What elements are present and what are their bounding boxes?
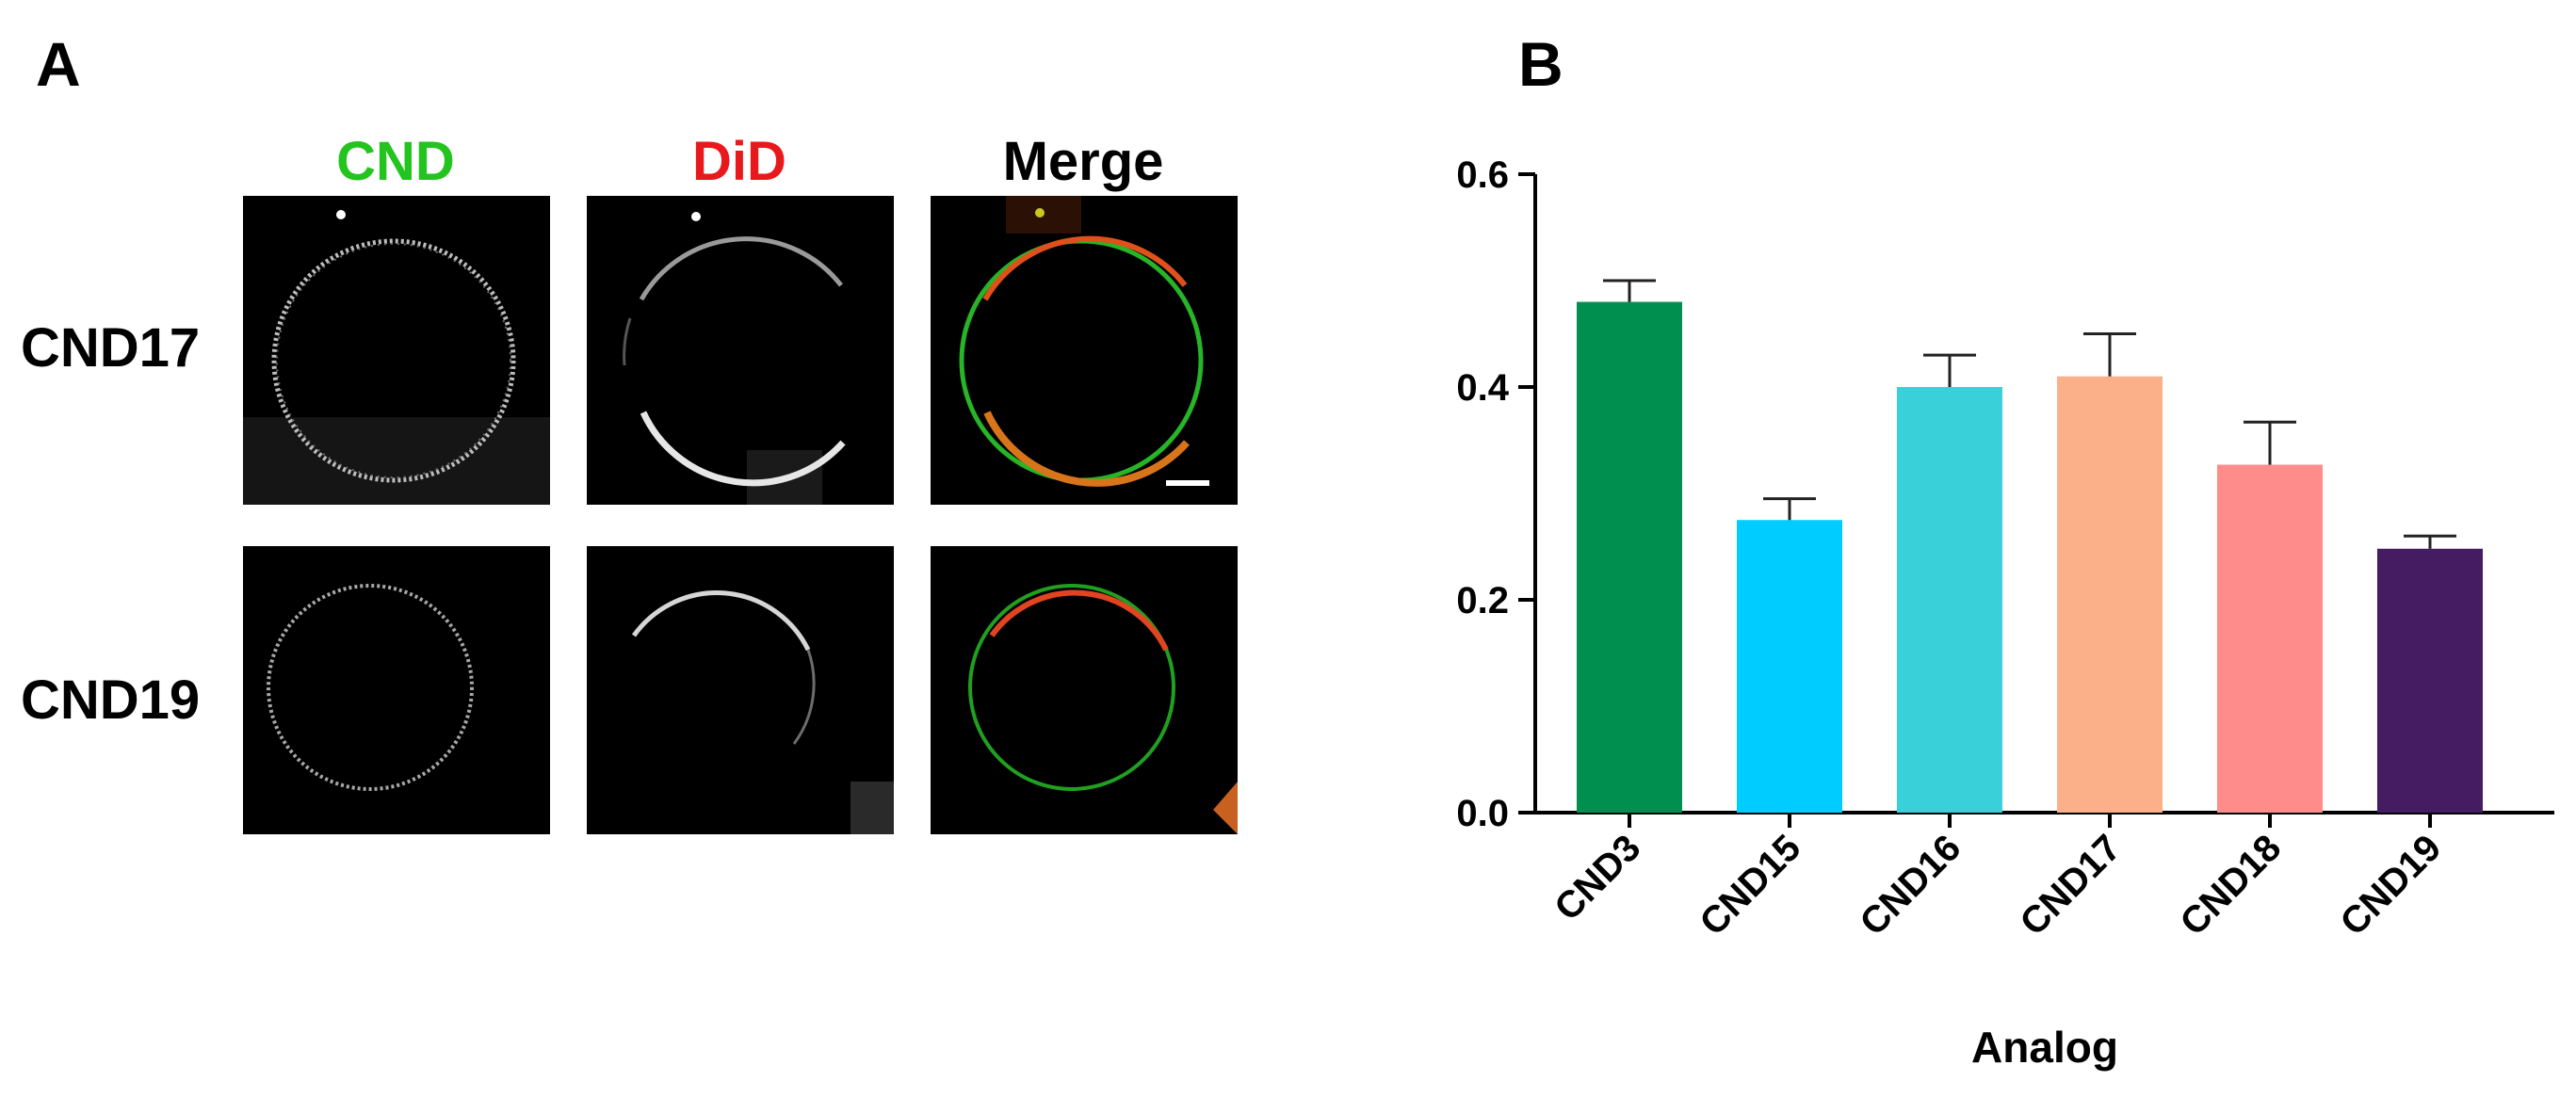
row-header-cnd19: CND19 bbox=[21, 669, 201, 731]
y-tick-label: 0.0 bbox=[1456, 793, 1509, 834]
x-tick-label-cnd15: CND15 bbox=[1693, 827, 1809, 944]
bar-cnd18 bbox=[2217, 464, 2323, 813]
bar-cnd16 bbox=[1897, 387, 2002, 813]
y-tick-label: 0.2 bbox=[1456, 580, 1509, 621]
bar-cnd3 bbox=[1577, 301, 1682, 814]
panel-label-a: A bbox=[36, 29, 81, 99]
column-header-merge: Merge bbox=[1002, 131, 1164, 192]
x-tick-label-cnd17: CND17 bbox=[2013, 827, 2130, 944]
bar-chart: 0.00.20.40.6% in LoCND3CND15CND16CND17CN… bbox=[1456, 154, 2554, 1072]
column-header-cnd: CND bbox=[336, 131, 455, 192]
micrograph-cnd19-cnd bbox=[243, 546, 550, 834]
y-tick-label: 0.4 bbox=[1456, 367, 1509, 409]
bar-cnd19 bbox=[2377, 548, 2483, 813]
y-tick-label: 0.6 bbox=[1456, 154, 1509, 196]
micrograph-cnd17-cnd bbox=[243, 196, 550, 505]
x-axis-label: Analog bbox=[1971, 1023, 2118, 1072]
x-tick-label-cnd19: CND19 bbox=[2333, 827, 2450, 944]
micrograph-cnd19-merge bbox=[931, 546, 1238, 834]
row-header-cnd17: CND17 bbox=[21, 317, 201, 379]
bar-cnd15 bbox=[1737, 520, 1842, 813]
micrograph-cnd19-did bbox=[587, 546, 894, 834]
column-header-did: DiD bbox=[692, 131, 786, 192]
micrograph-cnd17-merge bbox=[931, 196, 1238, 505]
x-tick-label-cnd18: CND18 bbox=[2173, 827, 2290, 944]
bar-cnd17 bbox=[2057, 376, 2163, 813]
micrograph-cnd17-did bbox=[587, 196, 894, 505]
panel-label-b: B bbox=[1518, 29, 1563, 99]
x-tick-label-cnd3: CND3 bbox=[1547, 827, 1648, 928]
x-tick-label-cnd16: CND16 bbox=[1853, 827, 1969, 944]
